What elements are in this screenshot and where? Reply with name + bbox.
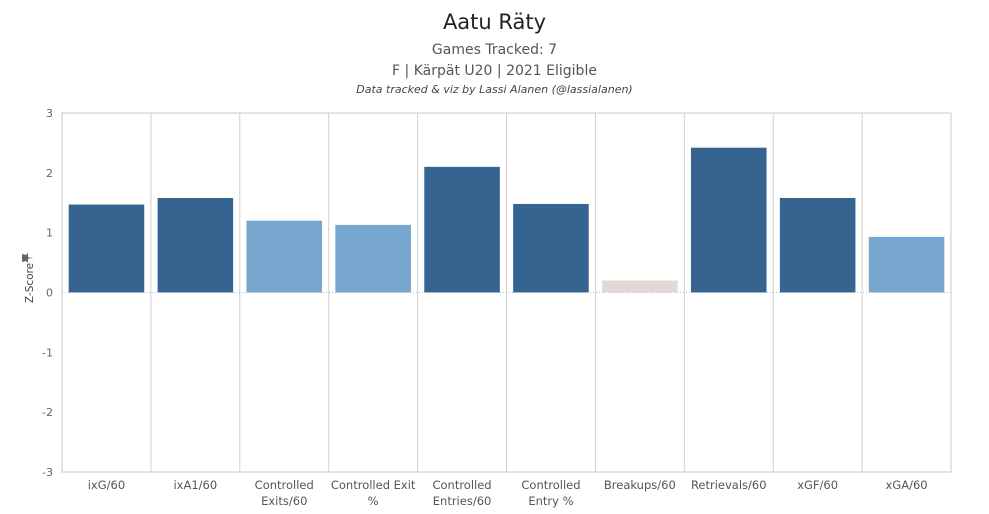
bar xyxy=(68,204,145,293)
bar xyxy=(779,197,856,293)
x-category-label: Breakups/60 xyxy=(604,478,676,492)
x-category-label: ixG/60 xyxy=(88,478,125,492)
credit-line: Data tracked & viz by Lassi Alanen (@las… xyxy=(356,83,633,96)
x-category-label: Controlled Exits/60 xyxy=(255,478,314,508)
y-tick-label: 3 xyxy=(46,107,53,120)
bar xyxy=(868,236,945,293)
bar xyxy=(335,224,411,293)
y-tick-label: -1 xyxy=(42,346,53,359)
games-tracked-subtitle: Games Tracked: 7 xyxy=(431,42,558,58)
x-category-label: xGF/60 xyxy=(797,478,838,492)
x-category-label: xGA/60 xyxy=(886,478,928,492)
bar xyxy=(602,280,678,293)
x-category-label: ixA1/60 xyxy=(173,478,217,492)
x-category-label: Retrievals/60 xyxy=(691,478,767,492)
y-tick-label: 2 xyxy=(46,167,53,180)
chart-title: Aatu Räty xyxy=(442,10,547,34)
y-tick-label: 0 xyxy=(46,287,53,300)
bar xyxy=(424,166,500,293)
x-category-label: Controlled Entries/60 xyxy=(432,478,491,508)
y-tick-label: -3 xyxy=(42,466,53,479)
x-category-label: Controlled Entry % xyxy=(521,478,580,508)
y-tick-label: -2 xyxy=(42,406,53,419)
bar xyxy=(157,197,234,293)
bar xyxy=(690,147,767,293)
pin-icon xyxy=(22,253,33,263)
y-axis-title: Z-Score xyxy=(24,263,36,303)
bar xyxy=(513,203,589,293)
player-info-subtitle: F | Kärpät U20 | 2021 Eligible xyxy=(392,63,597,79)
y-tick-label: 1 xyxy=(46,227,53,240)
x-category-label: Controlled Exit% xyxy=(331,478,416,508)
bar xyxy=(246,220,323,293)
